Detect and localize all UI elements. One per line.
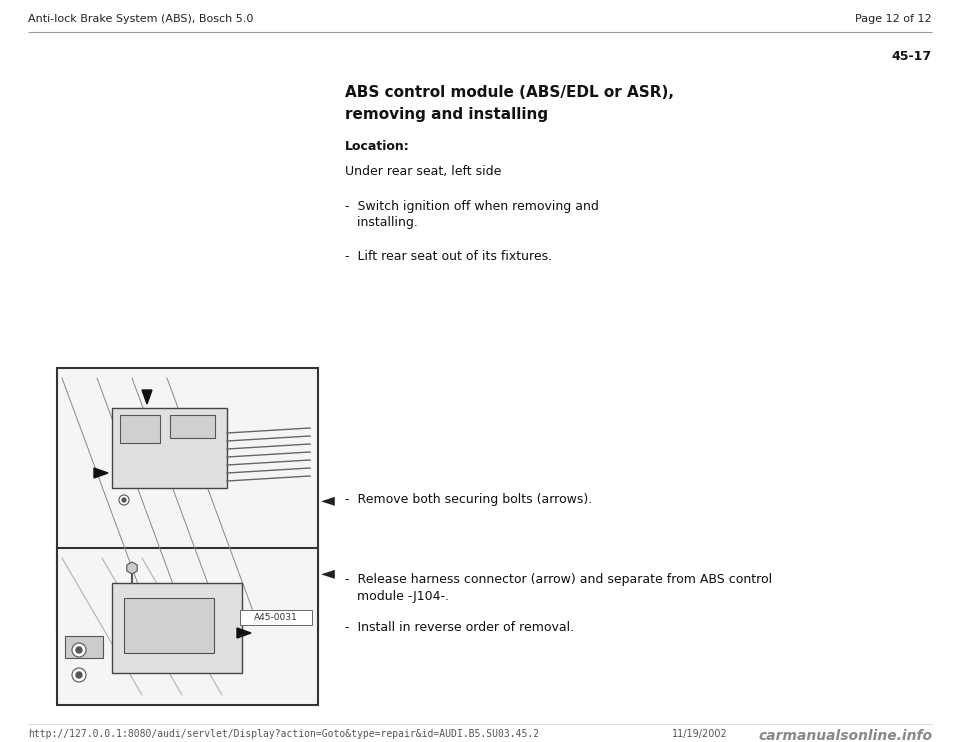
Bar bbox=[112, 583, 242, 673]
Text: Page 12 of 12: Page 12 of 12 bbox=[855, 14, 932, 24]
Circle shape bbox=[72, 643, 86, 657]
Circle shape bbox=[119, 495, 129, 505]
Text: http://127.0.0.1:8080/audi/servlet/Display?action=Goto&type=repair&id=AUDI.B5.SU: http://127.0.0.1:8080/audi/servlet/Displ… bbox=[28, 729, 540, 739]
Text: Under rear seat, left side: Under rear seat, left side bbox=[345, 165, 501, 178]
Text: -  Switch ignition off when removing and: - Switch ignition off when removing and bbox=[345, 200, 599, 213]
Text: 11/19/2002: 11/19/2002 bbox=[672, 729, 728, 739]
Text: -  Lift rear seat out of its fixtures.: - Lift rear seat out of its fixtures. bbox=[345, 250, 552, 263]
Text: installing.: installing. bbox=[345, 216, 418, 229]
Text: -  Install in reverse order of removal.: - Install in reverse order of removal. bbox=[345, 621, 574, 634]
Circle shape bbox=[76, 672, 82, 678]
Polygon shape bbox=[237, 628, 251, 638]
Text: 45-17: 45-17 bbox=[892, 50, 932, 63]
Text: removing and installing: removing and installing bbox=[345, 107, 548, 122]
Bar bbox=[240, 610, 312, 625]
Text: ◄: ◄ bbox=[321, 564, 335, 582]
Bar bbox=[65, 636, 103, 658]
Bar bbox=[57, 368, 318, 632]
Text: ABS control module (ABS/EDL or ASR),: ABS control module (ABS/EDL or ASR), bbox=[345, 85, 674, 100]
Text: Location:: Location: bbox=[345, 140, 410, 153]
Text: -  Release harness connector (arrow) and separate from ABS control: - Release harness connector (arrow) and … bbox=[345, 573, 772, 586]
Circle shape bbox=[122, 498, 126, 502]
Bar bbox=[57, 548, 318, 705]
Polygon shape bbox=[94, 468, 108, 478]
Bar bbox=[124, 598, 214, 653]
Bar bbox=[120, 415, 160, 443]
Text: carmanualsonline.info: carmanualsonline.info bbox=[758, 729, 932, 742]
Circle shape bbox=[72, 668, 86, 682]
Bar bbox=[112, 408, 227, 488]
Bar bbox=[170, 415, 215, 438]
Polygon shape bbox=[142, 390, 152, 404]
Text: ◄: ◄ bbox=[321, 491, 335, 509]
Text: -  Remove both securing bolts (arrows).: - Remove both securing bolts (arrows). bbox=[345, 493, 592, 507]
Text: Anti-lock Brake System (ABS), Bosch 5.0: Anti-lock Brake System (ABS), Bosch 5.0 bbox=[28, 14, 253, 24]
Text: A45-0031: A45-0031 bbox=[254, 613, 298, 622]
Text: module -J104-.: module -J104-. bbox=[345, 590, 449, 603]
Circle shape bbox=[76, 647, 82, 653]
